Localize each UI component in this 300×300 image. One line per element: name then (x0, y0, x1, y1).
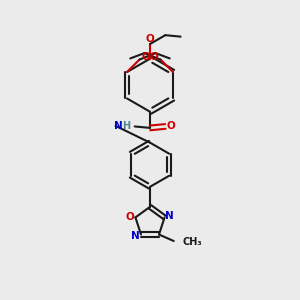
Text: CH₃: CH₃ (183, 237, 202, 247)
Text: O: O (146, 34, 154, 44)
Text: N: N (114, 121, 123, 131)
Text: H: H (122, 121, 130, 131)
Text: O: O (167, 122, 176, 131)
Text: O: O (142, 52, 150, 62)
Text: N: N (166, 211, 174, 221)
Text: N: N (131, 231, 140, 241)
Text: O: O (150, 52, 158, 62)
Text: O: O (126, 212, 134, 222)
